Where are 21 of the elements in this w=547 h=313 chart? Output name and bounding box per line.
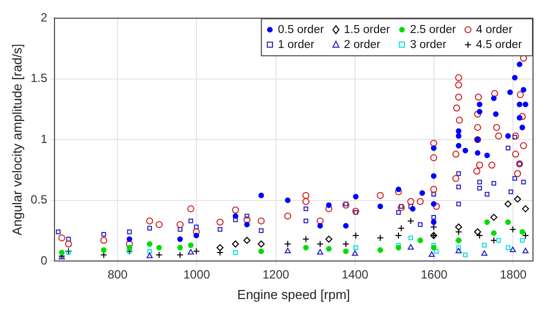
y-tick-label: 1.5 [30,71,48,86]
x-tick-label: 1600 [420,268,448,282]
y-tick-label: 1 [40,132,48,146]
x-axis-title: Engine speed [rpm] [237,286,350,302]
legend-label: 0.5 order [278,24,324,36]
y-tick-label: 0.5 [30,192,48,207]
legend-label: 4 order [476,24,513,36]
x-tick-label: 1400 [342,268,369,282]
y-tick-label: 0 [40,253,48,268]
y-axis-title: Angular velocity amplitude [rad/s] [9,44,24,236]
x-tick-label: 1200 [262,268,290,282]
y-tick-label: 2 [40,10,48,25]
legend-label: 2.5 order [410,24,456,36]
legend-label: 2 order [344,38,381,51]
x-tick-label: 800 [108,268,128,282]
x-tick-label: 1800 [500,268,527,282]
x-tick-label: 1000 [183,268,210,282]
legend-label: 1 order [278,38,314,51]
legend-label: 3 order [410,38,447,51]
legend-label: 4.5 order [476,38,522,51]
legend-label: 1.5 order [344,24,390,36]
